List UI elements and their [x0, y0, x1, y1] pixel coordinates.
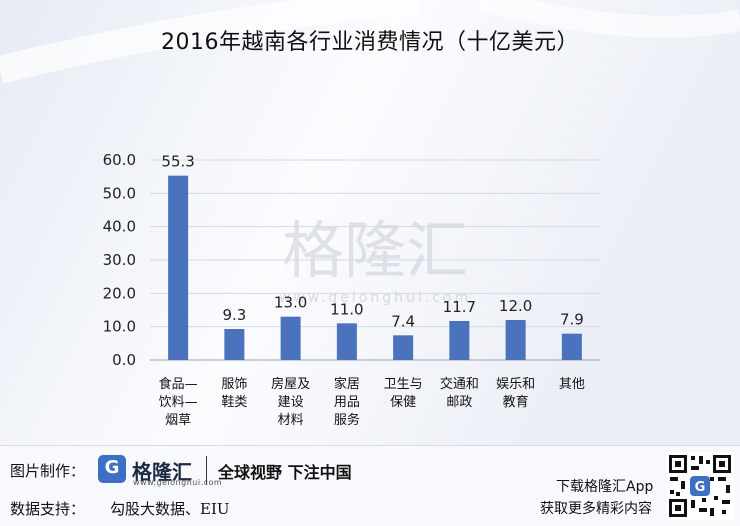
bar	[561, 333, 582, 360]
download-app-text[interactable]: 下载格隆汇App	[556, 479, 654, 495]
x-category-line: 鞋类	[221, 394, 247, 410]
more-content-text: 获取更多精彩内容	[540, 501, 652, 517]
y-tick-label: 20.0	[103, 284, 136, 302]
x-category-line: 家居	[334, 376, 360, 392]
x-category-line: 邮政	[446, 395, 472, 410]
bar-value-label: 7.9	[560, 311, 584, 329]
svg-text:G: G	[695, 480, 706, 495]
qr-code-icon[interactable]: G	[666, 452, 734, 520]
x-category-line: 食品—	[159, 376, 198, 392]
bar-value-label: 55.3	[161, 153, 194, 171]
bar-value-label: 12.0	[499, 297, 532, 315]
x-category-line: 服务	[334, 412, 360, 428]
data-labels: 55.3 9.3 13.0 11.0 7.4 11.7 12.0 7.9	[161, 153, 583, 331]
watermark-url: www.gelonghui.com	[279, 290, 471, 306]
x-axis-categories: 食品—饮料—烟草服饰鞋类房屋及建设材料家居用品服务卫生与保健交通和邮政娱乐和教育…	[159, 376, 585, 428]
bar-value-label: 7.4	[391, 312, 415, 330]
data-source-label: 数据支持：	[10, 500, 86, 518]
bar	[505, 320, 526, 360]
bar-chart: 格隆汇 www.gelonghui.com 0.0 10.0 20.0 30.0 40.…	[103, 151, 600, 428]
bar	[336, 323, 357, 360]
slogan: 全球视野 下注中国	[218, 463, 352, 482]
logo-url: www.gelonghui.com	[133, 478, 223, 487]
bar-value-label: 11.7	[443, 298, 476, 316]
bar-value-label: 9.3	[222, 306, 246, 324]
bar-value-label: 11.0	[330, 300, 363, 318]
bar	[393, 335, 414, 360]
x-category-line: 卫生与	[384, 377, 423, 392]
x-category-line: 服饰	[221, 377, 247, 392]
footer: 图片制作： 格隆汇 www.gelonghui.com 全球视野 下注中国 数据…	[0, 445, 740, 526]
y-tick-label: 40.0	[103, 218, 136, 236]
x-category-line: 烟草	[165, 413, 191, 428]
x-category-line: 其他	[559, 377, 585, 392]
data-source-value: 勾股大数据、EIU	[110, 500, 230, 518]
watermark-name: 格隆汇	[282, 214, 468, 287]
x-category-label: 房屋及建设材料	[271, 376, 310, 428]
x-category-label: 食品— 饮料— 烟草	[159, 376, 198, 428]
x-category-line: 保健	[390, 395, 416, 410]
logo-name: 格隆汇	[132, 460, 192, 484]
chart-background	[0, 0, 740, 445]
bar	[224, 329, 245, 360]
x-category-label: 娱乐和教育	[496, 377, 535, 410]
bar	[168, 175, 189, 360]
x-category-line: 娱乐和	[496, 377, 535, 392]
x-category-label: 服饰鞋类	[221, 377, 247, 410]
bar-value-label: 13.0	[274, 294, 307, 312]
x-category-line: 教育	[503, 394, 529, 410]
x-category-line: 材料	[278, 413, 304, 428]
y-tick-label: 10.0	[103, 318, 136, 336]
gridlines	[150, 159, 600, 361]
x-category-label: 家居用品服务	[334, 376, 360, 428]
gelonghui-logo-icon	[98, 455, 126, 483]
x-category-label: 交通和邮政	[440, 376, 479, 410]
y-tick-label: 30.0	[103, 251, 136, 269]
bar	[449, 321, 470, 360]
x-category-line: 饮料—	[159, 395, 198, 410]
x-category-line: 交通和	[440, 376, 479, 392]
y-tick-label: 0.0	[112, 351, 136, 369]
bars	[168, 175, 582, 360]
y-tick-label: 60.0	[103, 151, 136, 169]
y-axis-ticks: 0.0 10.0 20.0 30.0 40.0 50.0 60.0	[103, 151, 136, 369]
bar	[280, 316, 301, 360]
x-category-label: 其他	[559, 377, 585, 392]
x-category-label: 卫生与保健	[384, 377, 423, 410]
x-category-line: 建设	[278, 395, 304, 410]
y-tick-label: 50.0	[103, 184, 136, 202]
footer-divider	[206, 456, 207, 484]
x-category-line: 用品	[334, 395, 360, 410]
made-by-label: 图片制作：	[10, 462, 86, 480]
chart-title: 2016年越南各行业消费情况（十亿美元）	[161, 30, 579, 55]
x-category-line: 房屋及	[271, 376, 310, 392]
